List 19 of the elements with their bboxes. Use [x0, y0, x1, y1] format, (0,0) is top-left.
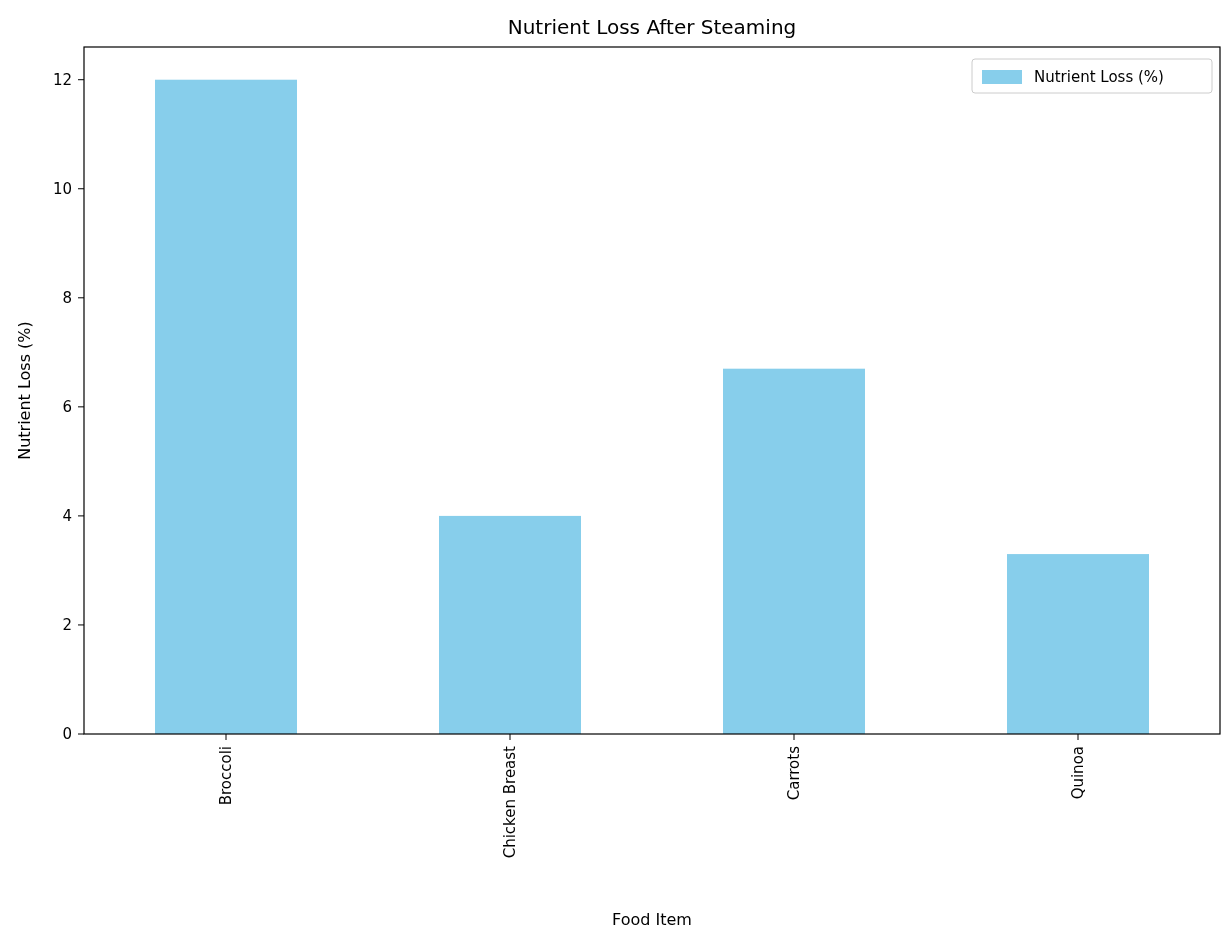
- x-tick-label: Carrots: [785, 745, 804, 801]
- bar: [723, 368, 865, 734]
- x-tick-label: Broccoli: [217, 746, 236, 806]
- x-axis-title: Food Item: [612, 910, 692, 928]
- x-tick-label: Quinoa: [1069, 746, 1088, 800]
- y-axis-title: Nutrient Loss (%): [15, 321, 34, 460]
- y-tick-label: 10: [52, 180, 72, 199]
- bar: [439, 515, 581, 734]
- chart-title: Nutrient Loss After Steaming: [507, 15, 797, 39]
- y-tick-label: 6: [62, 398, 72, 417]
- bar: [155, 79, 297, 734]
- bar: [1007, 554, 1149, 734]
- y-tick-label: 12: [52, 70, 72, 89]
- legend-label: Nutrient Loss (%): [1034, 68, 1164, 87]
- x-tick-label: Chicken Breast: [501, 745, 520, 859]
- y-tick-label: 8: [62, 289, 72, 308]
- y-tick-label: 4: [62, 507, 72, 526]
- y-tick-label: 2: [62, 616, 72, 635]
- y-tick-label: 0: [62, 725, 72, 744]
